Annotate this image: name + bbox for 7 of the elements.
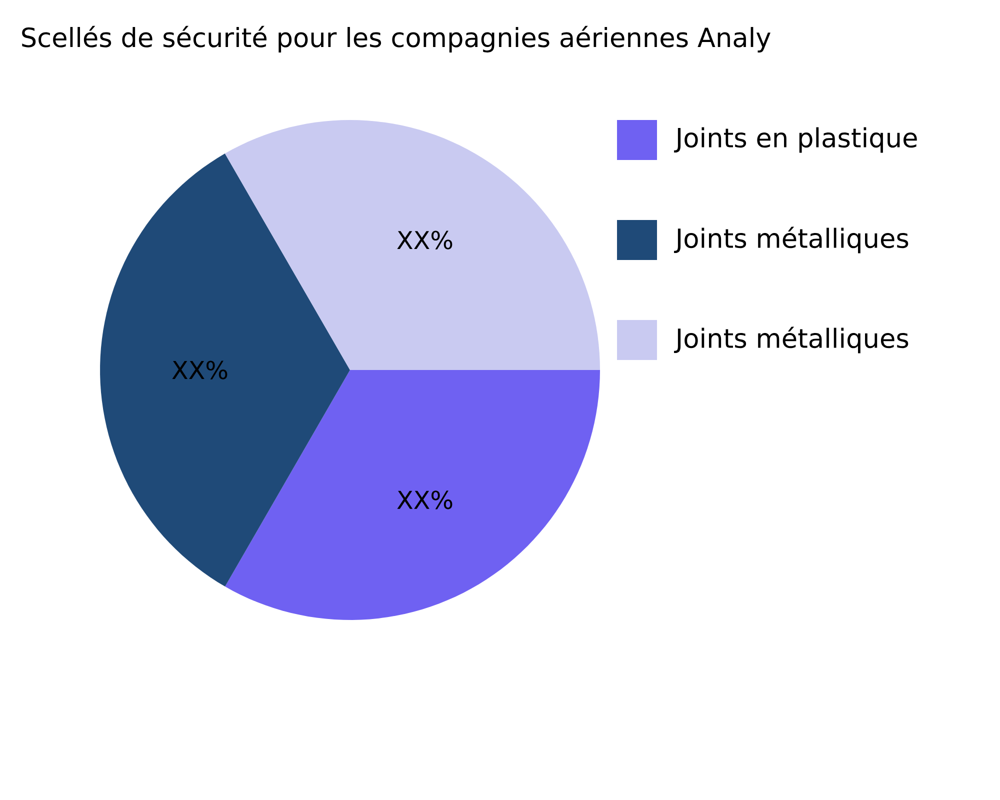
chart-title: Scellés de sécurité pour les compagnies aériennes Analy <box>22 26 770 52</box>
legend-label: Joints métalliques <box>674 226 908 254</box>
data-label: XX% <box>397 490 452 510</box>
legend-label: Joints en plastique <box>674 127 917 153</box>
data-label: XX% <box>172 360 228 380</box>
data-label: XX% <box>397 230 452 250</box>
legend-label: Joints métalliques <box>674 326 908 354</box>
